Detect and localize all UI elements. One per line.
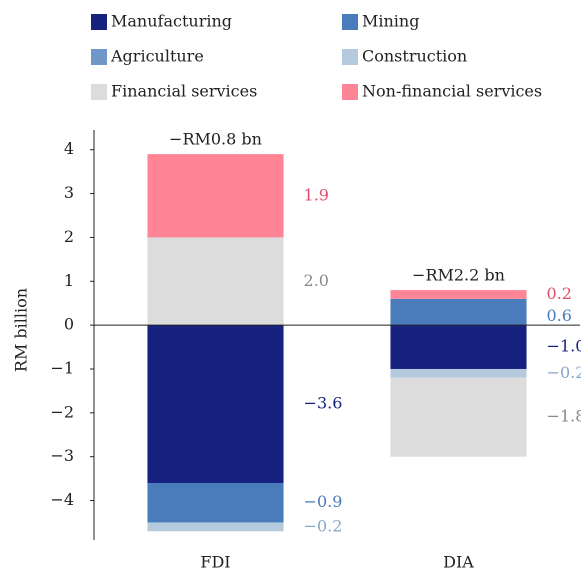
legend-swatch xyxy=(342,14,358,30)
total-label: −RM0.8 bn xyxy=(169,130,262,149)
value-label: 2.0 xyxy=(304,271,329,290)
value-label: −0.2 xyxy=(304,516,343,535)
bar-segment xyxy=(390,290,527,299)
y-axis-label: RM billion xyxy=(12,288,31,372)
y-tick-label: 0 xyxy=(64,315,74,334)
total-label: −RM2.2 bn xyxy=(412,266,505,285)
y-tick-label: 1 xyxy=(64,271,74,290)
bar-segment xyxy=(147,482,284,523)
y-tick-label: 3 xyxy=(64,183,74,202)
legend-label: Non-financial services xyxy=(362,82,542,101)
bar-segment xyxy=(390,368,527,378)
value-label: 1.9 xyxy=(304,185,329,204)
legend-label: Mining xyxy=(362,12,419,31)
y-tick-label: −2 xyxy=(50,402,74,421)
bar-segment xyxy=(147,154,284,238)
legend-label: Financial services xyxy=(111,82,257,101)
legend-swatch xyxy=(342,49,358,65)
y-tick-label: −4 xyxy=(50,490,74,509)
bar-segment xyxy=(147,237,284,326)
value-label: 0.2 xyxy=(547,284,572,303)
value-label: −3.6 xyxy=(304,394,343,413)
y-tick-label: −1 xyxy=(50,358,74,377)
legend-label: Construction xyxy=(362,47,467,66)
legend-label: Manufacturing xyxy=(111,12,232,31)
x-tick-label: DIA xyxy=(443,553,474,570)
value-label: −1.8 xyxy=(547,407,581,426)
value-label: −1.0 xyxy=(547,337,581,356)
legend-swatch xyxy=(91,14,107,30)
x-tick-label: FDI xyxy=(200,553,230,570)
y-tick-label: −3 xyxy=(50,446,74,465)
legend-swatch xyxy=(91,84,107,100)
value-label: 0.6 xyxy=(547,306,572,325)
y-tick-label: 4 xyxy=(64,139,74,158)
legend-swatch xyxy=(91,49,107,65)
legend-swatch xyxy=(342,84,358,100)
value-label: −0.9 xyxy=(304,492,343,511)
bar-segment xyxy=(390,377,527,457)
value-label: −0.2 xyxy=(547,363,581,382)
y-tick-label: 2 xyxy=(64,227,74,246)
bar-segment xyxy=(390,298,527,326)
legend-label: Agriculture xyxy=(110,47,204,66)
bar-segment xyxy=(147,325,284,483)
bar-segment xyxy=(147,522,284,532)
bar-segment xyxy=(390,325,527,369)
